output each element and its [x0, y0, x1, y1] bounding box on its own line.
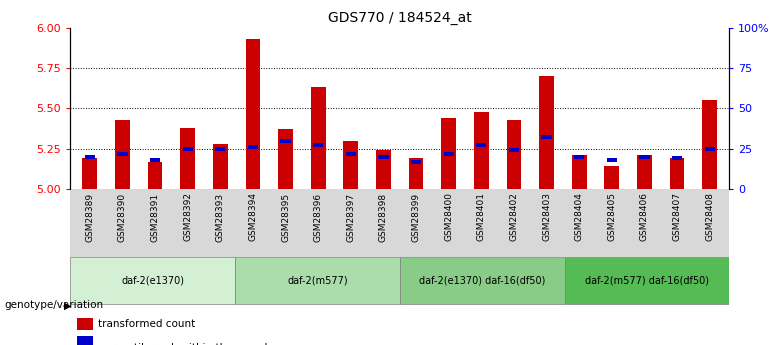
- Bar: [506, 120, 521, 189]
- Bar: [704, 147, 714, 151]
- Text: transformed count: transformed count: [98, 318, 195, 328]
- Bar: [539, 76, 554, 189]
- Text: GSM28398: GSM28398: [379, 193, 388, 242]
- Bar: [509, 148, 519, 152]
- Bar: [115, 120, 129, 189]
- Text: GSM28406: GSM28406: [640, 193, 649, 242]
- Bar: [637, 155, 652, 189]
- Bar: [411, 160, 421, 164]
- Bar: [213, 144, 228, 189]
- Bar: [474, 111, 488, 189]
- Text: GSM28399: GSM28399: [412, 193, 420, 242]
- Bar: [702, 100, 717, 189]
- Bar: [572, 155, 587, 189]
- Text: GSM28393: GSM28393: [216, 193, 225, 242]
- Bar: [574, 155, 584, 159]
- Text: GSM28397: GSM28397: [346, 193, 356, 242]
- Bar: [604, 166, 619, 189]
- Bar: [640, 155, 650, 159]
- Text: GSM28407: GSM28407: [672, 193, 682, 242]
- Text: GSM28405: GSM28405: [608, 193, 616, 242]
- Text: GSM28404: GSM28404: [575, 193, 583, 242]
- Bar: [150, 158, 160, 162]
- Bar: [607, 158, 617, 162]
- FancyBboxPatch shape: [70, 257, 235, 304]
- Text: GSM28400: GSM28400: [444, 193, 453, 242]
- Text: GSM28389: GSM28389: [85, 193, 94, 242]
- Text: GSM28392: GSM28392: [183, 193, 192, 242]
- Text: GSM28396: GSM28396: [314, 193, 323, 242]
- Bar: [311, 87, 325, 189]
- Bar: [672, 156, 682, 160]
- Bar: [378, 155, 388, 159]
- FancyBboxPatch shape: [565, 257, 729, 304]
- Bar: [215, 147, 225, 151]
- Text: percentile rank within the sample: percentile rank within the sample: [98, 343, 274, 345]
- Bar: [278, 129, 293, 189]
- Bar: [541, 135, 551, 139]
- Text: daf-2(e1370) daf-16(df50): daf-2(e1370) daf-16(df50): [419, 276, 545, 286]
- Text: GSM28390: GSM28390: [118, 193, 127, 242]
- Bar: [83, 158, 98, 189]
- Bar: [313, 144, 324, 147]
- Bar: [248, 145, 258, 149]
- Text: GSM28402: GSM28402: [509, 193, 519, 242]
- Bar: [281, 139, 291, 142]
- Bar: [346, 151, 356, 156]
- Bar: [147, 161, 162, 189]
- Bar: [246, 39, 261, 189]
- Bar: [180, 128, 195, 189]
- Title: GDS770 / 184524_at: GDS770 / 184524_at: [328, 11, 472, 25]
- Text: GSM28394: GSM28394: [248, 193, 257, 242]
- Bar: [76, 318, 94, 330]
- Text: daf-2(m577) daf-16(df50): daf-2(m577) daf-16(df50): [585, 276, 709, 286]
- Bar: [76, 336, 94, 345]
- Bar: [85, 155, 95, 159]
- Text: GSM28408: GSM28408: [705, 193, 714, 242]
- Bar: [441, 118, 456, 189]
- Bar: [343, 141, 358, 189]
- FancyBboxPatch shape: [399, 257, 565, 304]
- Bar: [376, 150, 391, 189]
- Text: ▶: ▶: [64, 300, 72, 310]
- Bar: [183, 147, 193, 151]
- Text: genotype/variation: genotype/variation: [4, 300, 103, 310]
- Bar: [670, 158, 684, 189]
- Text: daf-2(m577): daf-2(m577): [287, 276, 348, 286]
- Bar: [409, 158, 424, 189]
- FancyBboxPatch shape: [235, 257, 399, 304]
- Text: GSM28403: GSM28403: [542, 193, 551, 242]
- Text: daf-2(e1370): daf-2(e1370): [121, 276, 184, 286]
- Text: GSM28401: GSM28401: [477, 193, 486, 242]
- Text: GSM28391: GSM28391: [151, 193, 160, 242]
- Text: GSM28395: GSM28395: [281, 193, 290, 242]
- Bar: [117, 151, 128, 156]
- Bar: [444, 151, 454, 156]
- Bar: [476, 144, 487, 147]
